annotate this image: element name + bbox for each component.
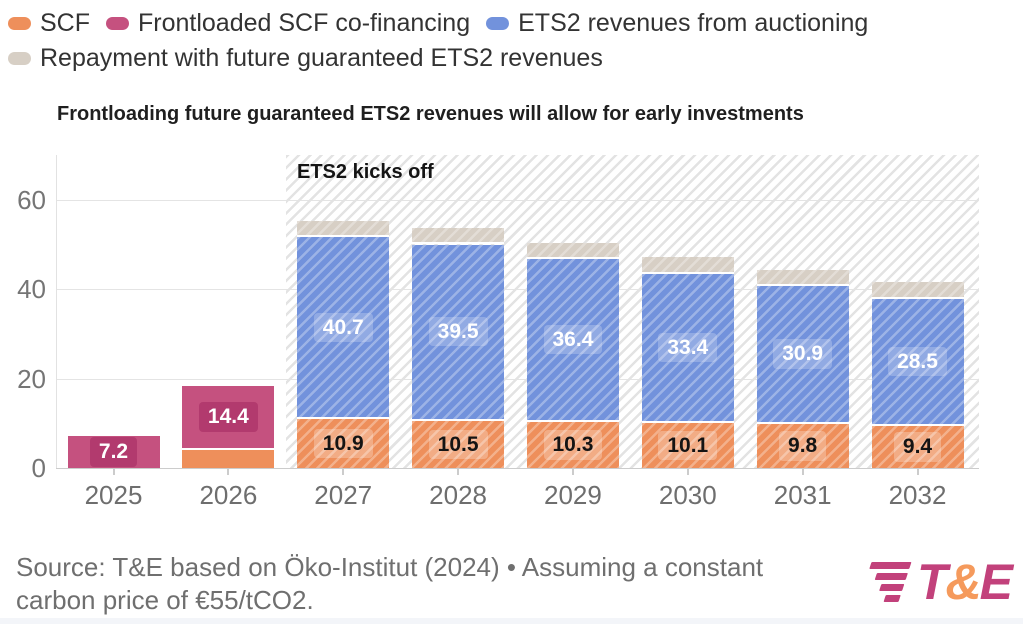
bar-segment-scf: 9.4 (871, 425, 964, 468)
y-tick-label-0: 0 (31, 453, 46, 483)
bar-segment-ets2-revenues-from-auctioning: 30.9 (756, 286, 849, 425)
legend-swatch-icon (8, 51, 31, 65)
bar-segment-repayment-with-future-guaranteed-ets2-revenues (412, 228, 505, 245)
hatch-region-ets2-era (286, 155, 979, 468)
source-line-1: Source: T&E based on Öko-Institut (2024)… (16, 552, 764, 582)
x-tick-label-2031: 2031 (773, 480, 832, 510)
x-tick-mark (227, 468, 230, 475)
bar-segment-repayment-with-future-guaranteed-ets2-revenues (641, 257, 734, 274)
bar-segment-scf: 10.1 (641, 422, 734, 468)
y-axis-line (56, 155, 57, 468)
chart-title: Frontloading future guaranteed ETS2 reve… (57, 103, 804, 125)
bar-value-label: 7.2 (89, 437, 138, 467)
legend-item-0: SCF (8, 9, 90, 38)
legend-label: ETS2 revenues from auctioning (518, 9, 869, 37)
bar-value-label: 9.8 (779, 431, 827, 461)
x-tick-mark (686, 468, 689, 475)
bar-value-label: 30.9 (773, 339, 833, 369)
bar-value-label: 9.4 (893, 432, 942, 462)
bottom-strip (0, 618, 1023, 624)
legend-swatch-icon (8, 16, 31, 30)
x-tick-mark (571, 468, 574, 475)
source-line-2: carbon price of €55/tCO2. (16, 585, 314, 615)
bar-segment-ets2-revenues-from-auctioning: 40.7 (297, 237, 390, 420)
bar-value-label: 40.7 (313, 312, 373, 342)
x-tick-label-2026: 2026 (199, 480, 258, 510)
x-axis-baseline (56, 468, 979, 469)
bar-segment-scf: 9.8 (756, 424, 849, 468)
x-tick-mark (342, 468, 345, 475)
x-tick-label-2028: 2028 (429, 480, 487, 510)
bar-value-label: 39.5 (428, 317, 488, 347)
bar-value-label: 36.4 (543, 324, 603, 355)
bar-segment-scf: 10.9 (297, 419, 390, 468)
bar-segment-ets2-revenues-from-auctioning: 36.4 (526, 259, 619, 422)
legend-swatch-icon (106, 16, 129, 30)
bar-value-label: 10.9 (313, 428, 373, 459)
legend-label: SCF (40, 9, 90, 37)
y-tick-label-60: 60 (17, 184, 46, 215)
x-tick-mark (112, 468, 115, 475)
bar-segment-frontloaded-scf-co-financing: 14.4 (182, 385, 275, 451)
x-tick-mark (457, 468, 460, 475)
bar-segment-repayment-with-future-guaranteed-ets2-revenues (526, 243, 619, 260)
x-tick-mark (916, 468, 919, 475)
legend-item-2: ETS2 revenues from auctioning (486, 9, 868, 38)
bar-segment-ets2-revenues-from-auctioning: 28.5 (871, 298, 964, 426)
y-tick-label-40: 40 (17, 274, 46, 305)
legend-item-1: Frontloaded SCF co-financing (106, 9, 470, 38)
legend-label: Frontloaded SCF co-financing (138, 9, 471, 37)
y-tick-label-20: 20 (17, 363, 46, 394)
bar-value-label: 28.5 (888, 346, 947, 376)
bar-segment-scf (182, 450, 275, 468)
bar-value-label: 14.4 (198, 402, 258, 432)
annotation-label: ETS2 kicks off (297, 161, 434, 183)
x-tick-label-2027: 2027 (314, 480, 373, 510)
x-tick-label-2030: 2030 (658, 480, 717, 510)
x-tick-label-2032: 2032 (888, 480, 947, 510)
x-tick-mark (801, 468, 804, 475)
legend-swatch-icon (486, 16, 510, 30)
bar-segment-ets2-revenues-from-auctioning: 33.4 (641, 273, 734, 423)
source-note: Source: T&E based on Öko-Institut (2024)… (16, 551, 763, 617)
bar-segment-repayment-with-future-guaranteed-ets2-revenues (297, 221, 390, 238)
bar-segment-ets2-revenues-from-auctioning: 39.5 (412, 244, 505, 422)
x-tick-label-2029: 2029 (544, 480, 602, 510)
bar-segment-repayment-with-future-guaranteed-ets2-revenues (756, 269, 849, 287)
te-logo: T&E (859, 554, 1013, 610)
legend-label: Repayment with future guaranteed ETS2 re… (40, 43, 603, 72)
legend: SCF Frontloaded SCF co-financing ETS2 reve… (8, 9, 1016, 73)
bar-segment-repayment-with-future-guaranteed-ets2-revenues (871, 282, 964, 299)
bar-segment-frontloaded-scf-co-financing: 7.2 (67, 435, 160, 468)
x-tick-label-2025: 2025 (84, 480, 143, 510)
bar-value-label: 33.4 (658, 332, 718, 362)
bar-segment-scf: 10.5 (412, 421, 505, 468)
bar-value-label: 10.1 (658, 430, 718, 461)
te-flag-icon (852, 562, 912, 602)
bar-value-label: 10.5 (428, 429, 488, 460)
legend-item-3: Repayment with future guaranteed ETS2 re… (8, 44, 603, 73)
bar-segment-scf: 10.3 (526, 421, 619, 468)
bar-value-label: 10.3 (543, 430, 603, 460)
te-logo-text: T&E (916, 554, 1013, 610)
